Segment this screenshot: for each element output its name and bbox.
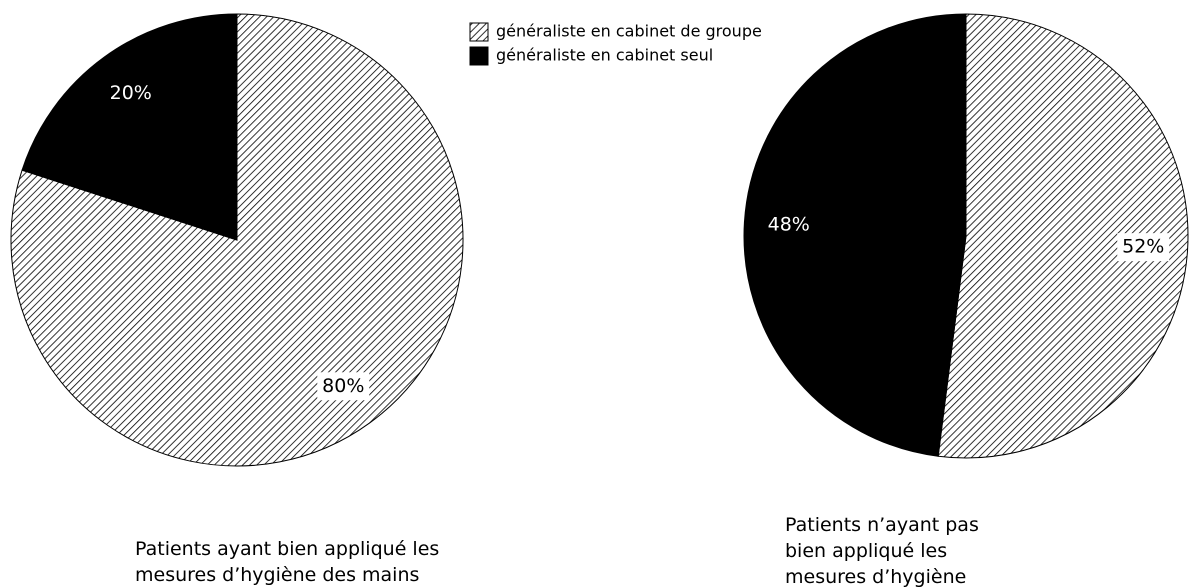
- chart-title: Patients n’ayant pas bien appliqué les m…: [785, 514, 979, 588]
- label-bg: [317, 372, 370, 401]
- chart-title: Patients ayant bien appliqué les mesures…: [135, 538, 440, 586]
- pie-slice: [937, 13, 1189, 459]
- legend-swatch: [469, 22, 489, 42]
- label-bg: [1117, 233, 1170, 262]
- data-label: 20%: [110, 82, 152, 104]
- legend-label: généraliste en cabinet de groupe: [496, 22, 762, 41]
- legend-label: généraliste en cabinet seul: [496, 46, 713, 65]
- pie-slice: [21, 13, 238, 241]
- data-label: 48%: [768, 213, 810, 235]
- pie-slice: [743, 13, 967, 457]
- legend-swatch: [469, 46, 489, 66]
- data-label: 52%: [1122, 236, 1164, 258]
- data-label: 80%: [322, 375, 364, 397]
